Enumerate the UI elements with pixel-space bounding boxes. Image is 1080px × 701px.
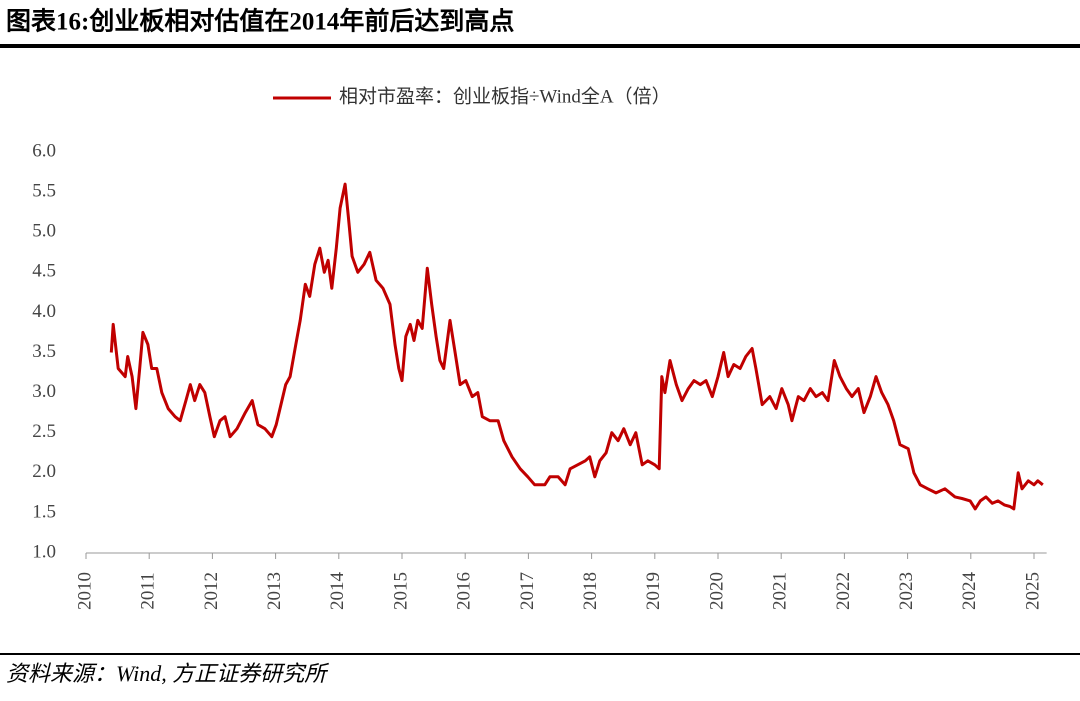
x-tick-label: 2017: [517, 572, 538, 610]
y-tick-label: 5.5: [32, 180, 56, 201]
x-tick-label: 2015: [390, 572, 411, 610]
y-tick-label: 3.5: [32, 341, 56, 362]
bottom-rule: [0, 653, 1080, 655]
y-tick-label: 4.0: [32, 301, 56, 322]
x-tick-label: 2013: [264, 572, 285, 610]
x-tick-label: 2014: [327, 572, 348, 611]
legend-label: 相对市盈率：创业板指÷Wind全A（倍）: [339, 85, 671, 107]
y-tick-label: 3.0: [32, 381, 56, 402]
series-line: [109, 182, 1044, 511]
x-tick-label: 2019: [643, 572, 664, 610]
x-tick-label: 2023: [896, 572, 917, 610]
x-tick-label: 2021: [770, 572, 791, 610]
x-tick-label: 2022: [833, 572, 854, 610]
y-tick-label: 5.0: [32, 221, 56, 242]
top-rule: [0, 44, 1080, 48]
x-tick-label: 2020: [706, 572, 727, 610]
x-tick-label: 2011: [138, 572, 159, 609]
x-tick-label: 2012: [201, 572, 222, 610]
y-tick-label: 4.5: [32, 261, 56, 282]
x-tick-label: 2024: [959, 572, 980, 611]
y-tick-label: 2.0: [32, 461, 56, 482]
x-tick-label: 2016: [454, 572, 475, 610]
chart-title: 图表16:创业板相对估值在2014年前后达到高点: [6, 7, 514, 36]
y-tick-label: 2.5: [32, 421, 56, 442]
y-tick-label: 1.5: [32, 501, 56, 522]
x-tick-label: 2010: [74, 572, 95, 610]
y-tick-label: 6.0: [32, 140, 56, 161]
source-note: 资料来源：Wind, 方正证券研究所: [6, 661, 329, 686]
x-tick-label: 2025: [1022, 572, 1043, 610]
y-tick-label: 1.0: [32, 541, 56, 562]
x-tick-label: 2018: [580, 572, 601, 610]
